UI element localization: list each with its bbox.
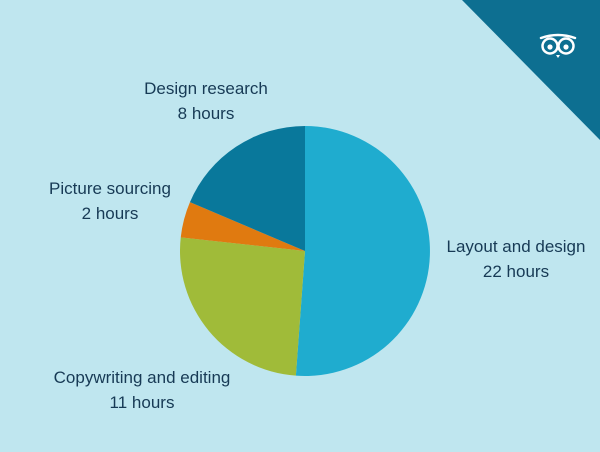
slice-label-text: Design research: [144, 79, 268, 98]
slice-value-text: 8 hours: [177, 104, 235, 123]
slice-value-text: 2 hours: [81, 204, 139, 223]
slice-value-text: 22 hours: [482, 262, 550, 281]
slice-label-text: Copywriting and editing: [53, 368, 231, 387]
pie-slice-layout-and-design: [295, 126, 430, 376]
slice-label-picture: Picture sourcing 2 hours: [30, 176, 190, 226]
slice-label-layout: Layout and design 22 hours: [436, 234, 596, 284]
pie-slice-copywriting-and-editing: [179, 237, 305, 376]
pie-slice-picture-sourcing: [180, 202, 305, 251]
slice-label-copywriting: Copywriting and editing 11 hours: [30, 365, 254, 415]
owl-glasses-icon: [539, 33, 577, 58]
slice-label-research: Design research 8 hours: [126, 76, 286, 126]
slice-label-text: Layout and design: [446, 237, 586, 256]
pie-slice-design-research: [189, 126, 305, 251]
slice-label-text: Picture sourcing: [49, 179, 171, 198]
slice-value-text: 11 hours: [109, 393, 175, 412]
